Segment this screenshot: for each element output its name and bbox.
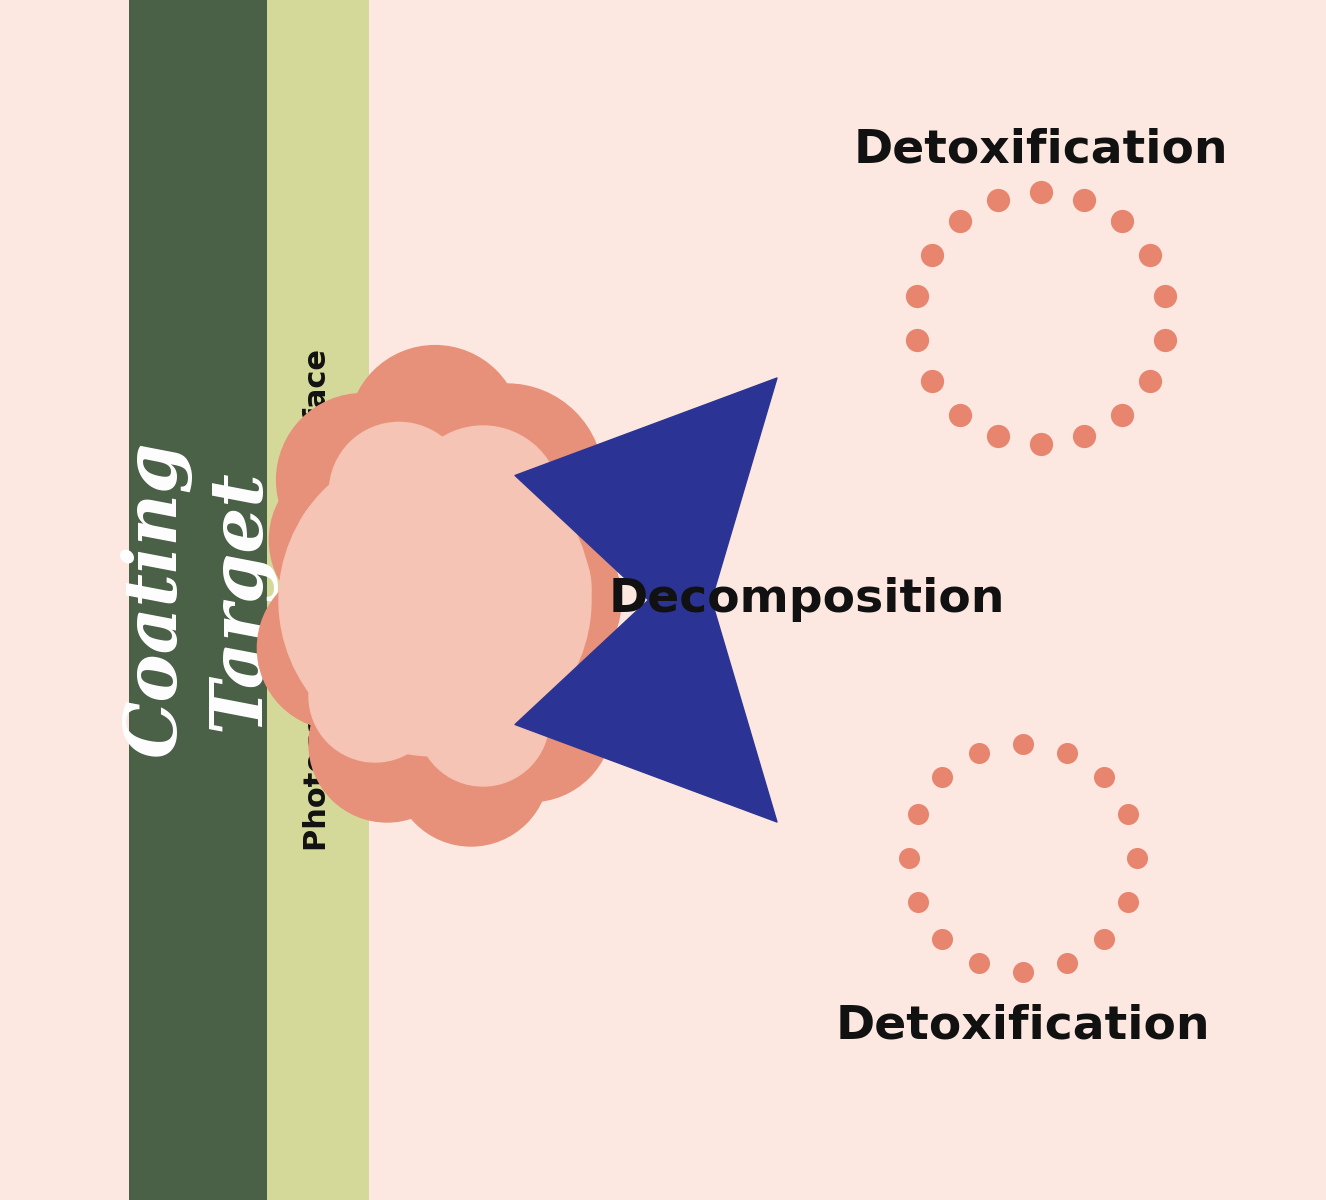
Point bbox=[1111, 404, 1132, 424]
Point bbox=[1030, 434, 1052, 454]
Point bbox=[1055, 743, 1077, 762]
Text: Detoxification: Detoxification bbox=[835, 1003, 1211, 1049]
Point bbox=[907, 892, 928, 911]
Circle shape bbox=[447, 516, 591, 660]
Point bbox=[949, 404, 971, 424]
Circle shape bbox=[450, 638, 613, 802]
Point bbox=[988, 190, 1009, 209]
Point bbox=[1111, 212, 1132, 232]
Circle shape bbox=[309, 666, 465, 822]
Point bbox=[988, 427, 1009, 446]
Circle shape bbox=[411, 384, 603, 576]
Point bbox=[1074, 190, 1095, 209]
Point bbox=[1093, 929, 1114, 948]
Circle shape bbox=[349, 346, 521, 518]
Circle shape bbox=[269, 458, 432, 622]
Circle shape bbox=[309, 630, 442, 762]
Point bbox=[906, 330, 927, 349]
Point bbox=[1118, 805, 1139, 824]
Point bbox=[1012, 962, 1033, 982]
Point bbox=[1074, 427, 1095, 446]
Point bbox=[922, 372, 943, 391]
Circle shape bbox=[277, 394, 450, 566]
Point bbox=[1139, 245, 1160, 264]
Circle shape bbox=[329, 422, 468, 562]
Circle shape bbox=[293, 482, 432, 622]
Point bbox=[1139, 372, 1160, 391]
Text: Decomposition: Decomposition bbox=[609, 577, 1005, 623]
Point bbox=[932, 768, 953, 787]
Point bbox=[969, 743, 991, 762]
Text: Coating
Target: Coating Target bbox=[121, 442, 276, 758]
Point bbox=[1118, 892, 1139, 911]
Circle shape bbox=[404, 426, 561, 582]
Point bbox=[922, 245, 943, 264]
Point bbox=[1055, 954, 1077, 973]
Point bbox=[1093, 768, 1114, 787]
Point bbox=[899, 848, 920, 868]
Bar bbox=[267, 0, 369, 1200]
Point bbox=[1012, 734, 1033, 754]
Circle shape bbox=[392, 690, 549, 846]
Text: Photocatalyst coated surface: Photocatalyst coated surface bbox=[304, 349, 333, 851]
Point bbox=[969, 954, 991, 973]
Circle shape bbox=[411, 468, 556, 612]
Circle shape bbox=[257, 566, 420, 730]
Point bbox=[1030, 182, 1052, 202]
Point bbox=[932, 929, 953, 948]
Point bbox=[907, 805, 928, 824]
Point bbox=[1126, 848, 1147, 868]
Point bbox=[949, 212, 971, 232]
Circle shape bbox=[416, 654, 549, 786]
Point bbox=[1155, 330, 1176, 349]
Bar bbox=[129, 0, 267, 1200]
Point bbox=[1155, 287, 1176, 306]
Point bbox=[906, 287, 927, 306]
Circle shape bbox=[278, 444, 591, 756]
Circle shape bbox=[442, 510, 621, 690]
Text: Detoxification: Detoxification bbox=[854, 127, 1228, 173]
